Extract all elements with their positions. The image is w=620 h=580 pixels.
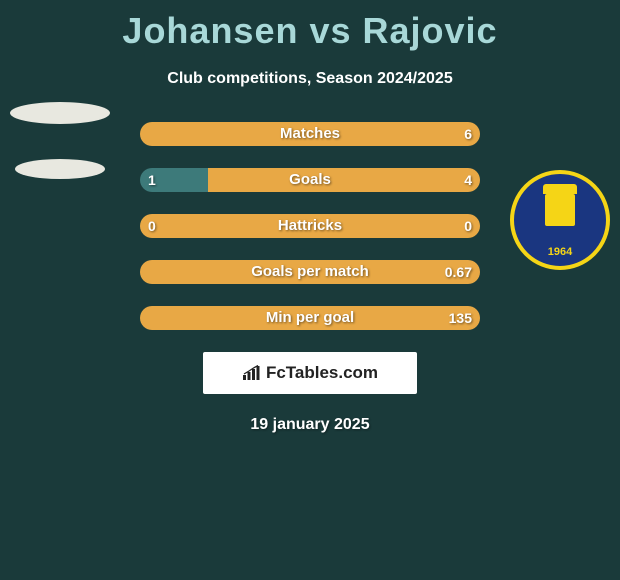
stats-bars: Matches 6 1 Goals 4 0 Hattricks 0 Goals … — [140, 122, 480, 330]
player-left-avatar — [10, 90, 110, 190]
stat-row: Min per goal 135 — [140, 306, 480, 330]
stat-row: Matches 6 — [140, 122, 480, 146]
badge-tower-icon — [540, 184, 580, 234]
avatar-placeholder-shape — [10, 102, 110, 124]
footer-date: 19 january 2025 — [0, 416, 620, 434]
avatar-placeholder-shape — [15, 159, 105, 179]
club-badge: 1964 — [510, 170, 610, 270]
stat-bar-left — [140, 168, 208, 192]
bar-chart-icon — [242, 365, 262, 381]
player-right-club-badge: 1964 — [510, 170, 610, 270]
stat-bar-right — [140, 122, 480, 146]
stat-bar-right — [140, 260, 480, 284]
stat-bar-right — [140, 214, 480, 238]
badge-year: 1964 — [510, 246, 610, 258]
source-logo[interactable]: FcTables.com — [203, 352, 417, 394]
stat-bar-right — [140, 306, 480, 330]
page-title: Johansen vs Rajovic — [0, 0, 620, 52]
source-logo-text: FcTables.com — [266, 363, 378, 383]
stat-row: 1 Goals 4 — [140, 168, 480, 192]
stat-row: Goals per match 0.67 — [140, 260, 480, 284]
stat-bar-right — [208, 168, 480, 192]
stat-row: 0 Hattricks 0 — [140, 214, 480, 238]
page-subtitle: Club competitions, Season 2024/2025 — [0, 70, 620, 88]
